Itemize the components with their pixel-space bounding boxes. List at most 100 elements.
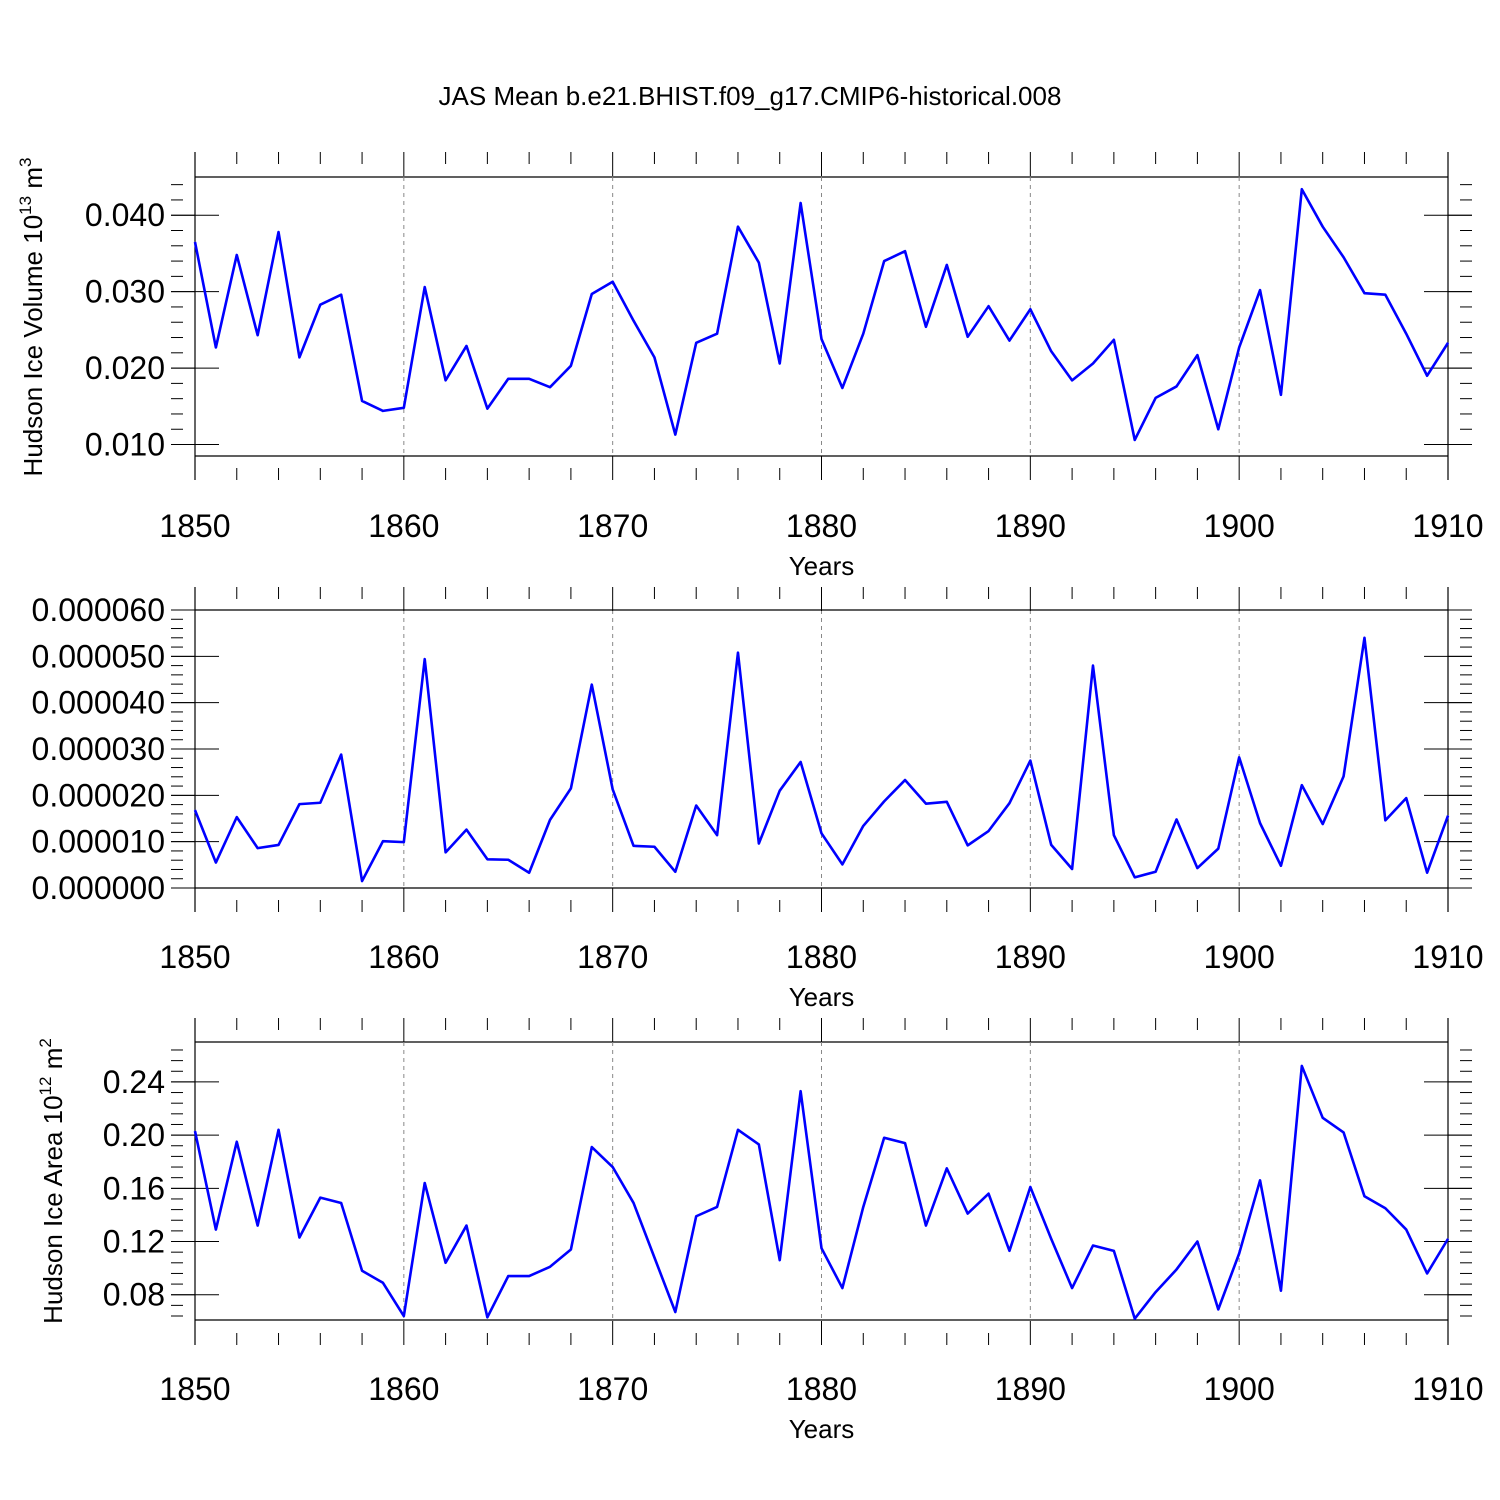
data-point [779,363,781,365]
data-point [1113,339,1115,341]
data-point [1363,637,1365,639]
x-axis-label: Years [789,1414,855,1444]
x-tick-label: 1910 [1412,1371,1483,1407]
data-point [1322,226,1324,228]
data-point [361,400,363,402]
x-tick-label: 1900 [1204,1371,1275,1407]
data-point [716,333,718,335]
data-point [1259,822,1261,824]
y-tick-label: 0.040 [85,197,165,233]
y-tick-label: 0.20 [103,1117,165,1153]
data-point [988,830,990,832]
data-point [1092,363,1094,365]
y-tick-label: 0.24 [103,1064,165,1100]
data-point [1050,1238,1052,1240]
data-point [925,1225,927,1227]
data-point [549,1266,551,1268]
y-tick-label: 0.000030 [32,731,165,767]
data-point [883,1137,885,1139]
data-point [1092,1245,1094,1247]
data-point [549,386,551,388]
x-tick-label: 1890 [995,508,1066,544]
data-point [695,342,697,344]
data-point [194,1130,196,1132]
x-axis-label: Years [789,982,855,1012]
x-axis-label: Years [789,551,855,581]
data-point [445,379,447,381]
data-point [841,1287,843,1289]
data-point [278,1129,280,1131]
data-point [821,832,822,834]
data-point [1238,756,1240,758]
data-point [570,365,572,367]
data-point [215,862,217,864]
data-point [612,281,614,283]
data-point [1384,819,1386,821]
data-point [1426,872,1428,874]
data-point [319,802,321,804]
data-point [1134,876,1136,878]
data-point [1363,1195,1365,1197]
data-point [633,320,635,322]
data-point [591,293,593,295]
data-point [1196,1241,1198,1243]
data-point [758,262,760,264]
data-point [1217,848,1219,850]
data-point [716,834,718,836]
data-point [1301,188,1303,190]
data-point [1405,797,1407,799]
chart-title: JAS Mean b.e21.BHIST.f09_g17.CMIP6-histo… [439,81,1062,111]
data-point [340,754,342,756]
data-point [465,345,467,347]
data-point [1343,1131,1345,1133]
data-point [1301,1065,1303,1067]
data-point [737,226,739,228]
data-point [1134,439,1136,441]
data-point [528,378,530,380]
x-tick-label: 1860 [368,939,439,975]
data-point [340,294,342,296]
y-tick-label: 0.000020 [32,777,165,813]
data-point [1280,1290,1282,1292]
y-axis-label-text: Hudson Ice Volume 10 [18,215,48,477]
data-point [591,1146,593,1148]
data-point [633,845,635,847]
data-point [1196,354,1198,356]
data-point [1238,1252,1240,1254]
data-point [1363,292,1365,294]
y-tick-label: 0.16 [103,1170,165,1206]
data-point [904,1142,906,1144]
data-point [800,1090,802,1092]
data-point [1426,375,1428,377]
data-point [674,434,676,436]
data-point [507,1275,509,1277]
y-axis-label-unit: m [38,1048,68,1077]
data-point [653,1256,655,1258]
data-point [967,844,969,846]
data-point [841,863,843,865]
data-point [883,800,885,802]
y-tick-label: 0.020 [85,350,165,386]
x-tick-label: 1870 [577,939,648,975]
data-point [1196,867,1198,869]
data-point [1029,308,1031,310]
data-point [967,336,969,338]
data-point [904,779,906,781]
x-tick-label: 1900 [1204,508,1275,544]
data-point [779,1259,781,1261]
data-point [946,1167,948,1169]
data-point [1029,760,1031,762]
data-point [967,1213,969,1215]
data-point [319,1197,321,1199]
y-axis-label-exponent: 13 [16,196,35,215]
x-tick-label: 1860 [368,508,439,544]
data-point [1447,342,1449,344]
data-point [1113,1250,1115,1252]
data-point [1405,1229,1407,1231]
y-tick-label: 0.08 [103,1277,165,1313]
data-point [883,260,885,262]
data-point [465,829,467,831]
data-point [424,286,426,288]
data-point [862,1206,864,1208]
